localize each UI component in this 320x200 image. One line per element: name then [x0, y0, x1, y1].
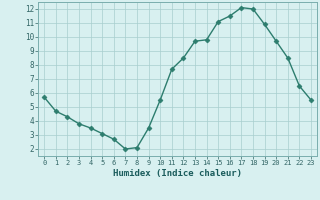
X-axis label: Humidex (Indice chaleur): Humidex (Indice chaleur) [113, 169, 242, 178]
